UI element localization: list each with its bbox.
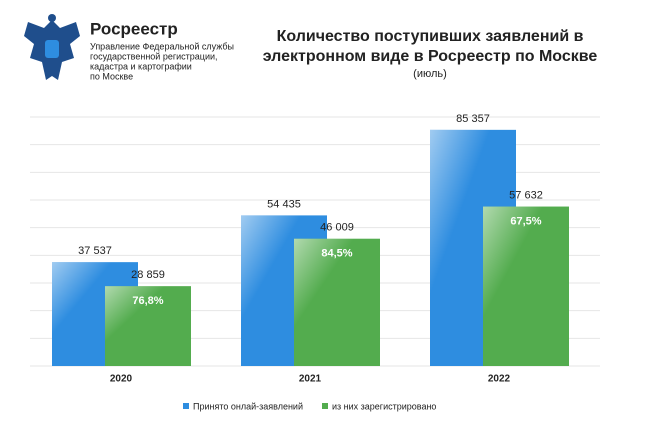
bar-shine [105,286,191,366]
value-label: 37 537 [78,245,112,257]
percent-label: 76,8% [132,295,163,307]
percent-label: 67,5% [510,215,541,227]
value-label: 85 357 [456,113,490,125]
chart-title: электронном виде в Росреестр по Москве [263,48,598,65]
chart-title: Количество поступивших заявлений в [277,28,584,45]
brand: Росреестр [90,19,178,38]
x-tick-label: 2022 [488,374,511,385]
bar-shine [294,238,380,366]
value-label: 46 009 [320,222,354,234]
legend-label: из них зарегистрировано [332,401,436,411]
brand-line: по Москве [90,71,133,81]
legend-swatch [322,403,328,409]
legend-swatch [183,403,189,409]
value-label: 54 435 [267,198,301,210]
value-label: 28 859 [131,269,165,281]
x-tick-label: 2021 [299,374,322,385]
bar-shine [483,206,569,366]
chart-subtitle: (июль) [413,68,447,80]
brand-line: кадастра и картографии [90,61,192,71]
value-label: 57 632 [509,189,543,201]
percent-label: 84,5% [321,248,352,260]
legend-label: Принято онлай-заявлений [193,401,303,411]
logo [24,14,80,80]
brand-line: государственной регистрации, [90,51,218,61]
brand-line: Управление Федеральной службы [90,41,234,51]
x-tick-label: 2020 [110,374,133,385]
